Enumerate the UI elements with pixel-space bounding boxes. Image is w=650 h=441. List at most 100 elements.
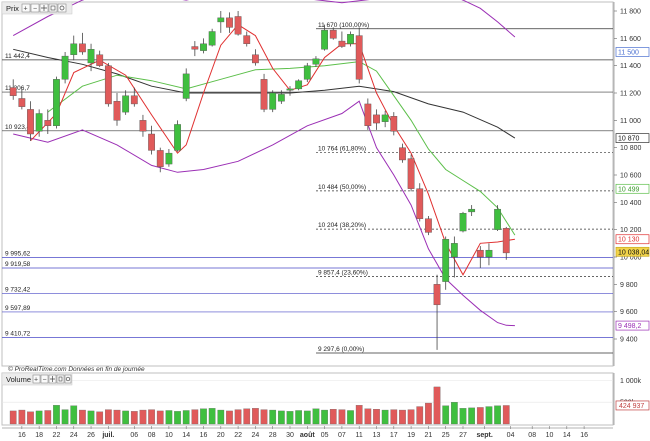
volume-bar [295,410,303,425]
zoom-out-icon[interactable]: − [30,3,40,13]
zoom-out-icon[interactable]: − [40,374,49,384]
candle [329,27,337,40]
x-tick-label: 14 [563,432,571,439]
y-tick-label: 11 800 [620,9,641,16]
volume-panel[interactable]: 1 000k500k424 937 [1,372,650,426]
x-tick-label: 17 [390,432,398,439]
volume-bar [130,411,138,425]
volume-bar [260,409,268,425]
settings-icon[interactable] [64,374,72,384]
volume-bar [277,410,285,425]
candle-body [260,79,268,110]
x-axis: 16 18 22 24 26 juil. 06 08 10 14 16 20 22 24 28 30 août 0… [2,426,613,439]
x-tick-label: 10 [165,432,173,439]
volume-bar [303,410,311,425]
candle [182,68,190,102]
volume-bar [191,409,199,425]
candle-body [9,87,17,96]
candle-body [61,55,69,80]
candle-body [468,208,476,213]
candle-body [433,284,441,306]
level-label: 9 995,62 [5,251,31,258]
candle [502,226,510,260]
expand-icon[interactable] [56,374,65,384]
volume-bar [355,405,363,425]
zoom-in-icon[interactable]: + [21,3,31,13]
candle [416,183,424,222]
level-label: 11 442,4 [5,53,30,60]
volume-price-tag [615,400,650,411]
candle [243,31,251,47]
price-tag-label: 10 130 [618,237,640,244]
volume-bar [338,409,346,425]
candle [286,86,294,96]
volume-bar [269,409,277,425]
volume-bar [407,409,415,425]
candle [442,236,450,290]
x-tick-label: 16 [200,432,208,439]
candle [251,49,259,66]
candle [18,88,26,110]
candle-body [373,114,380,124]
fibonacci-label: 11 670 (100,00%) [318,22,369,29]
candle-body [494,208,501,230]
candle-body [390,116,398,132]
expand-icon[interactable] [48,3,58,13]
x-tick-label: 11 [356,432,363,439]
volume-bar [226,410,233,425]
price-tag [615,234,650,245]
price-tag-label: 10 038,04 [618,249,649,256]
crosshair-icon[interactable] [48,374,57,384]
x-tick-label: 16 [580,432,588,439]
candle-body [476,249,484,258]
volume-bar [200,408,207,425]
volume-bar [165,410,173,425]
candle-body [130,95,138,105]
candle-body [295,80,303,90]
volume-bar [485,406,493,425]
volume-bar [35,410,43,425]
candle-body [347,34,354,45]
candle-body [139,120,147,132]
volume-bar [399,409,406,425]
x-tick-label: 25 [442,432,450,439]
volume-bar [433,386,441,425]
volume-bar [53,405,60,425]
y-tick-label: 10 200 [620,227,642,234]
volume-bar [148,409,155,425]
x-tick-label: 14 [182,432,190,439]
candle [87,43,95,72]
candle [191,41,199,57]
x-tick-label: 13 [373,432,381,439]
candle [433,274,441,350]
price-panel[interactable]: 11 442,4 11 206,7 10 923,4 9 995,62 9 919,58… [1,0,650,367]
y-tick-label: 11 000 [620,118,641,125]
candle [450,236,458,278]
footer-note: © ProRealTime.com Données en fin de jour… [8,365,145,373]
volume-bar [502,405,510,425]
volume-bar [494,405,501,425]
volume-toolbar: Volume + − [1,372,73,386]
candle-body [450,243,458,258]
price-tag-label: 9 498,2 [618,323,641,330]
volume-bar [70,405,78,425]
x-tick-label: 27 [459,432,467,439]
volume-label: Volume [6,375,31,384]
settings-icon[interactable] [57,3,67,13]
volume-bar [347,410,354,425]
crosshair-icon[interactable] [39,3,49,13]
zoom-in-icon[interactable]: + [32,374,41,384]
candle [468,205,476,216]
candle-body [329,29,337,39]
candle [53,76,60,129]
candle [260,73,268,113]
y-tick-label: 11 600 [620,36,641,43]
volume-bar [105,409,112,425]
candle-body [191,46,199,50]
x-tick-label: 24 [70,432,78,439]
price-toolbar: Prix + − [1,1,73,15]
candle-body [217,17,225,23]
candle-body [277,94,285,102]
candle-body [251,54,259,64]
x-tick-label: 16 [18,432,26,439]
